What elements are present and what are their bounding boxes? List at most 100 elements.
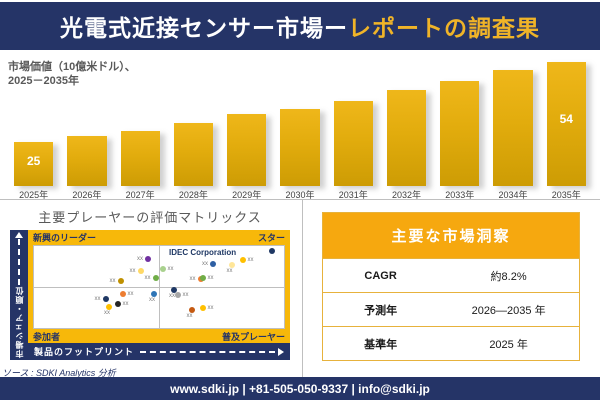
bar-column — [120, 131, 160, 186]
key-insights-table: 主要な市場洞察 CAGR 約8.2% 予測年 2026—2035 年基準年 2025 年 — [322, 212, 580, 361]
bar-column — [173, 123, 214, 186]
matrix-dot: xx — [137, 256, 151, 263]
matrix-dot: xx — [174, 292, 189, 299]
bar-2032年 — [386, 90, 427, 186]
year-tick-label: 2032年 — [391, 190, 421, 200]
bar-2026年 — [67, 136, 107, 186]
company-placeholder-label: xx — [182, 292, 189, 299]
bar-column: 54 — [546, 62, 586, 186]
company-dot — [106, 303, 112, 310]
company-dot — [151, 291, 157, 298]
y-axis-label: 市場シェア・順位 — [14, 286, 24, 358]
company-dot — [152, 274, 159, 281]
matrix-dot: xx — [169, 287, 177, 299]
matrix-scatter-plot: IDEC Corporation xx xx xx xx xx xx xx xx xx xx xx x… — [33, 245, 285, 329]
bar-value-label: 25 — [26, 154, 41, 168]
matrix-quadrant-frame: 新興のリーダー スター IDEC Corporation xx xx xx xx xx x… — [28, 230, 290, 344]
bar-2033年 — [440, 81, 480, 186]
company-dot — [119, 290, 126, 297]
bar-2034年 — [493, 70, 533, 186]
company-placeholder-label: xx — [104, 309, 110, 316]
matrix-x-axis: 製品のフットプリント — [28, 343, 290, 360]
player-evaluation-matrix: 市場シェア・順位 新興のリーダー スター IDEC Corporation xx… — [10, 228, 290, 362]
company-dot — [137, 267, 144, 274]
year-tick-label: 2030年 — [285, 190, 315, 200]
matrix-dot: xx — [110, 278, 124, 285]
company-dot — [239, 256, 246, 263]
year-tick-label: 2029年 — [232, 190, 262, 200]
bar-2025年: 25 — [14, 142, 54, 186]
company-dot — [159, 265, 166, 272]
x-axis-dashed-line — [140, 350, 275, 353]
bar-chart-year-axis: 2025年 2026年 2027年 2028年 2029年 2030年 2031年 2032年… — [14, 188, 586, 201]
company-dot — [188, 306, 195, 313]
matrix-bottom-band: 参加者 普及プレーヤー — [33, 329, 285, 344]
section-divider-vertical — [302, 199, 303, 377]
bar-2030年 — [280, 109, 320, 186]
bar-2029年 — [227, 114, 267, 186]
matrix-dot: xx — [159, 265, 174, 272]
year-tick-label: 2034年 — [498, 190, 528, 200]
company-placeholder-label: xx — [207, 274, 214, 281]
insights-row: 予測年 2026—2035 年 — [323, 292, 579, 326]
bar-column — [493, 70, 533, 186]
matrix-dot: xx — [199, 304, 214, 311]
matrix-title: 主要プレーヤーの評価マトリックス — [38, 210, 262, 225]
source-note: ソース : SDKI Analytics 分析 — [2, 368, 116, 378]
matrix-top-band: 新興のリーダー スター — [33, 230, 285, 245]
insights-row-value: 2026—2035 年 — [471, 304, 546, 317]
company-placeholder-label: xx — [137, 256, 143, 263]
year-tick-label: 2033年 — [445, 190, 475, 200]
matrix-dot — [268, 247, 275, 254]
company-dot — [174, 292, 181, 299]
company-placeholder-label: xx — [167, 265, 174, 272]
company-placeholder-label: xx — [144, 274, 151, 281]
year-tick-label: 2035年 — [551, 190, 581, 200]
company-dot — [102, 296, 109, 303]
bar-2031年 — [333, 101, 373, 186]
insights-row-label: 予測年 — [364, 304, 398, 317]
year-tick-label: 2028年 — [178, 190, 208, 200]
insights-row: CAGR 約8.2% — [323, 258, 579, 292]
section-divider-horizontal — [0, 199, 600, 200]
contact-info: www.sdki.jp | +81-505-050-9337 | info@sd… — [170, 381, 430, 396]
matrix-y-axis: 市場シェア・順位 — [10, 230, 28, 360]
matrix-dot: xx — [199, 274, 214, 281]
insights-row-label: 基準年 — [364, 338, 398, 351]
matrix-dot: xx — [95, 296, 109, 303]
contact-footer-bar: www.sdki.jp | +81-505-050-9337 | info@sd… — [0, 377, 600, 400]
bar-2028年 — [173, 123, 214, 186]
company-dot — [171, 287, 177, 294]
company-placeholder-label: xx — [226, 267, 233, 274]
company-dot — [199, 274, 206, 281]
company-dot — [199, 304, 206, 311]
matrix-dot: xx — [187, 306, 195, 319]
insights-row: 基準年 2025 年 — [323, 326, 579, 360]
matrix-dot: xx — [114, 301, 129, 308]
bar-value-label: 54 — [559, 112, 573, 126]
bar-column — [440, 81, 480, 186]
insights-row-value: 約8.2% — [490, 270, 527, 283]
company-dot — [268, 247, 275, 254]
quadrant-label-participants: 参加者 — [33, 332, 61, 342]
company-placeholder-label: xx — [247, 256, 254, 263]
quadrant-label-emerging-leaders: 新興のリーダー — [33, 233, 97, 243]
company-placeholder-label: xx — [169, 293, 175, 300]
x-axis-label: 製品のフットプリント — [34, 347, 135, 357]
company-dot — [114, 301, 121, 308]
market-value-bar-chart: 25 54 — [14, 52, 586, 186]
company-placeholder-label: xx — [202, 261, 208, 268]
company-dot — [210, 261, 216, 268]
bar-column — [333, 101, 373, 186]
y-axis-dashed-line — [18, 239, 20, 285]
chart-caption-line2: 2025－2035年 — [8, 75, 79, 87]
year-tick-label: 2027年 — [125, 190, 155, 200]
matrix-dot: xx — [202, 261, 216, 268]
company-placeholder-label: xx — [186, 312, 193, 319]
company-placeholder-label: xx — [122, 301, 129, 308]
bar-column — [280, 109, 320, 186]
company-placeholder-label: xx — [129, 267, 136, 274]
insights-row-value: 2025 年 — [489, 338, 528, 351]
matrix-dot: xx — [149, 291, 157, 303]
company-dot — [145, 256, 151, 263]
